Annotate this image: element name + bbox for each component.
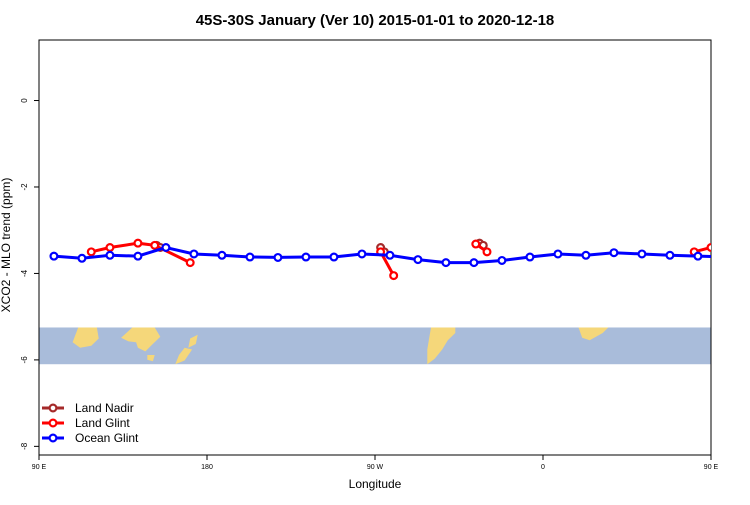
map-land-3 bbox=[188, 334, 198, 348]
plot-frame bbox=[38, 39, 712, 456]
data-point-ocean-glint bbox=[665, 250, 675, 260]
legend-item-land-glint: Land Glint bbox=[42, 416, 130, 430]
data-point-land-glint bbox=[739, 240, 746, 247]
y-axis-label: XCO2 - MLO trend (ppm) bbox=[0, 178, 13, 313]
y-tick-label: 0 bbox=[20, 98, 29, 103]
data-point-ocean-glint bbox=[553, 249, 563, 259]
y-tick-label: -4 bbox=[20, 269, 29, 277]
data-point-ocean-glint bbox=[217, 250, 227, 260]
data-point-ocean-glint bbox=[245, 252, 255, 262]
map-land-5 bbox=[427, 327, 456, 365]
data-point-ocean-glint bbox=[609, 248, 619, 258]
x-axis-label: Longitude bbox=[349, 477, 402, 491]
chart-title: 45S-30S January (Ver 10) 2015-01-01 to 2… bbox=[196, 12, 555, 29]
data-point-ocean-glint bbox=[77, 253, 87, 263]
y-tick-label: -6 bbox=[20, 356, 29, 364]
x-tick-label: 90 E bbox=[704, 464, 719, 471]
series-ocean-glint bbox=[49, 243, 730, 268]
data-point-ocean-glint bbox=[385, 250, 395, 260]
data-point-land-glint bbox=[706, 243, 711, 252]
legend-marker bbox=[48, 418, 58, 428]
series-layer bbox=[49, 238, 746, 281]
data-point-ocean-glint bbox=[637, 249, 647, 259]
data-point-land-glint bbox=[389, 271, 399, 281]
map-land-0 bbox=[72, 327, 99, 348]
x-tick-label: 90 E bbox=[32, 464, 47, 471]
data-point-ocean-glint bbox=[581, 250, 591, 260]
legend-label: Ocean Glint bbox=[75, 431, 139, 445]
data-point-land-glint bbox=[86, 247, 96, 257]
data-point-ocean-glint bbox=[441, 258, 451, 268]
map-land-6 bbox=[578, 327, 609, 341]
data-point-ocean-glint bbox=[161, 243, 171, 253]
data-point-ocean-glint bbox=[525, 252, 535, 262]
map-land-4 bbox=[175, 347, 193, 365]
x-tick-label: 180 bbox=[201, 464, 213, 471]
series-land-nadir bbox=[152, 238, 488, 257]
legend-marker bbox=[48, 433, 58, 443]
legend-item-ocean-glint: Ocean Glint bbox=[42, 431, 139, 445]
map-land-2 bbox=[147, 355, 155, 362]
legend-label: Land Nadir bbox=[75, 401, 134, 415]
x-tick-label: 90 W bbox=[367, 464, 384, 471]
data-point-ocean-glint bbox=[329, 252, 339, 262]
y-tick-label: -8 bbox=[20, 442, 29, 450]
data-point-land-glint bbox=[185, 258, 195, 268]
legend-marker bbox=[48, 403, 58, 413]
series-line-land-glint bbox=[693, 245, 711, 254]
data-point-ocean-glint bbox=[273, 252, 283, 262]
data-point-ocean-glint bbox=[133, 251, 143, 261]
data-point-land-glint bbox=[482, 247, 492, 257]
legend-item-land-nadir: Land Nadir bbox=[42, 401, 134, 415]
data-point-ocean-glint bbox=[469, 258, 479, 268]
x-tick-label: 0 bbox=[541, 464, 545, 471]
series-line-ocean-glint bbox=[53, 245, 711, 265]
data-point-land-glint bbox=[105, 243, 115, 253]
data-point-ocean-glint bbox=[189, 249, 199, 259]
data-point-ocean-glint bbox=[357, 249, 367, 259]
data-point-ocean-glint bbox=[497, 255, 507, 265]
world-map-band bbox=[39, 327, 750, 365]
data-point-ocean-glint bbox=[49, 251, 59, 261]
data-point-ocean-glint bbox=[413, 255, 423, 265]
data-point-ocean-glint bbox=[105, 250, 115, 260]
map-land-1 bbox=[121, 327, 161, 352]
map-land-7 bbox=[743, 328, 750, 348]
data-point-ocean-glint bbox=[301, 252, 311, 262]
data-point-land-glint bbox=[150, 240, 160, 250]
data-point-land-glint bbox=[471, 239, 481, 249]
y-tick-label: -2 bbox=[20, 183, 29, 191]
data-point-ocean-glint bbox=[693, 251, 703, 261]
data-point-land-glint bbox=[133, 238, 143, 248]
legend-label: Land Glint bbox=[75, 416, 130, 430]
data-point-ocean-glint bbox=[723, 254, 730, 261]
